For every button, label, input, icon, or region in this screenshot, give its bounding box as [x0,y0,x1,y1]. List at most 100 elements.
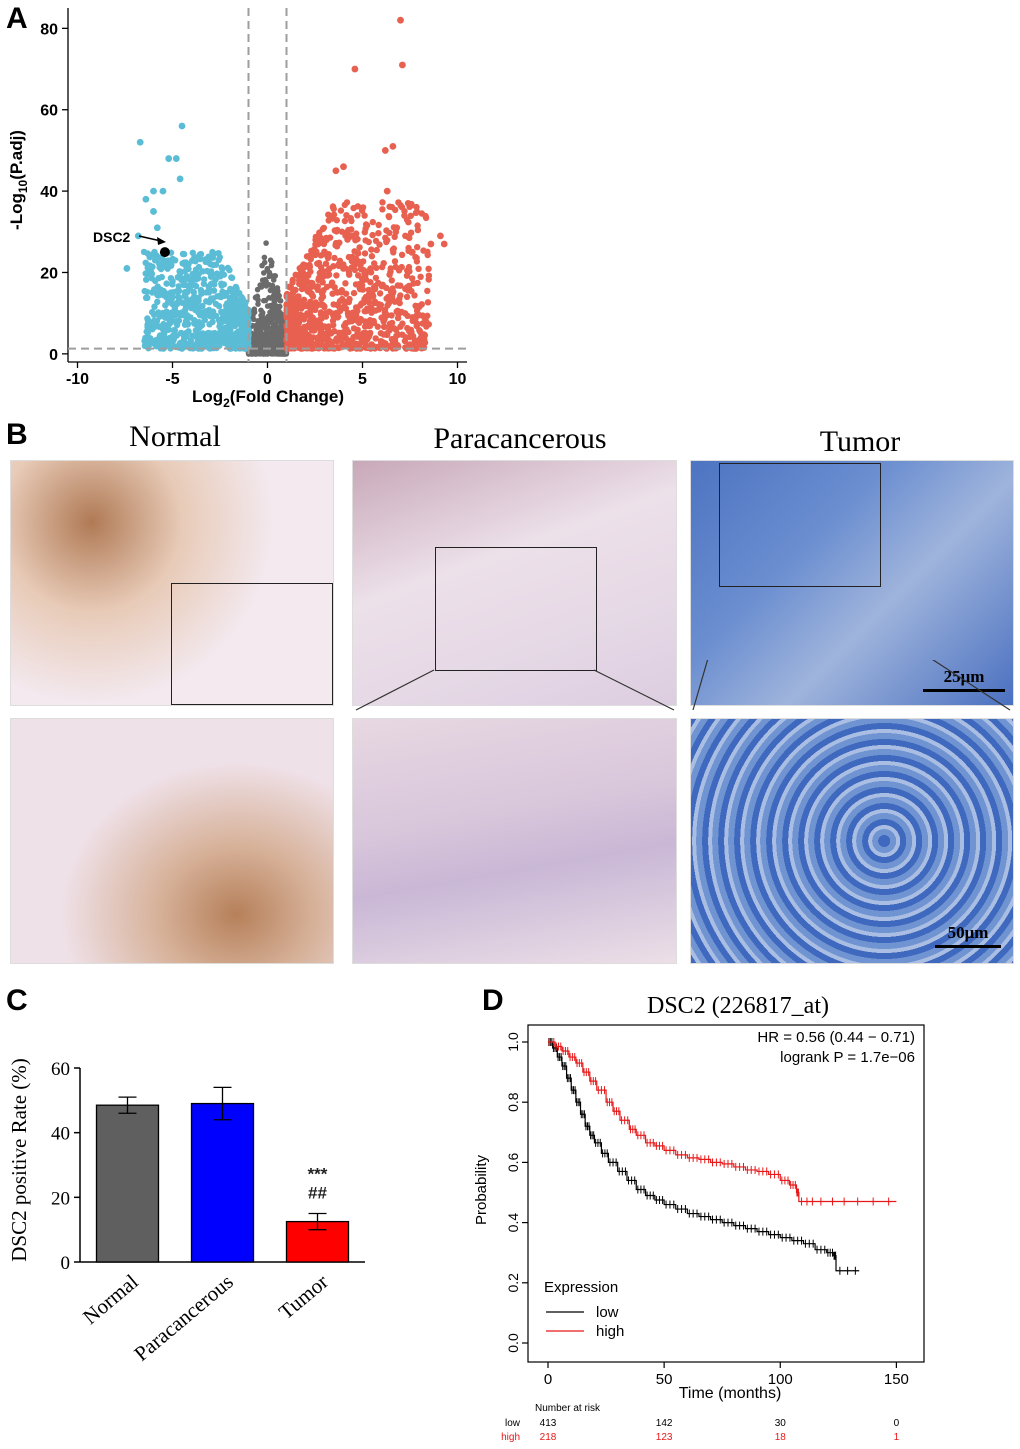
volcano-point-up [342,290,350,297]
significance-stars: *** [308,1165,328,1184]
volcano-point-up [296,280,303,287]
volcano-point-up [388,312,395,319]
km-curve-high [548,1041,897,1203]
volcano-point-up [374,323,381,330]
volcano-x-tick-label: 0 [263,371,272,388]
volcano-point-down [162,302,169,309]
volcano-point-up [405,263,413,271]
volcano-point-up [329,215,336,222]
volcano-point-up [338,331,345,339]
volcano-point-up [383,295,390,302]
volcano-point-up [398,308,405,316]
connector-para-right [593,669,675,711]
volcano-y-label-sub: 10 [16,179,30,193]
volcano-point-up [305,272,312,279]
volcano-point-down [177,329,185,337]
volcano-point-up [372,237,380,245]
volcano-point-down [169,281,176,288]
volcano-point-ns [255,337,262,343]
volcano-point-ns [270,295,277,302]
volcano-point-down [205,306,213,314]
volcano-point-ns [273,336,279,343]
volcano-point-up [328,279,336,286]
volcano-point-down [209,330,217,337]
km-y-label: Probability [473,1154,490,1225]
risk-value-low: 0 [894,1418,900,1429]
volcano-point-ns [254,286,261,293]
volcano-point-up [368,253,376,260]
volcano-point-up [413,321,421,328]
volcano-point-ns [263,240,269,246]
zoom-box-paracancerous [435,547,597,671]
volcano-point-down [178,309,185,316]
volcano-x-ticks: -10 -5 0 5 10 [66,362,467,388]
km-x-ticks: 0 50 100 150 [544,1362,909,1388]
volcano-point-ns [273,287,280,293]
ihc-normal-zoom [10,718,334,964]
km-y-tick-label: 0.8 [505,1092,521,1112]
volcano-point-down [226,305,234,312]
volcano-point-up [357,302,364,309]
volcano-point-up [399,61,406,69]
volcano-point-up [331,254,338,262]
volcano-y-tick-label: 80 [40,21,58,38]
ihc-paracancerous-overview [352,460,677,706]
volcano-point-up [425,265,432,272]
connector-para-left [355,669,435,711]
volcano-point-up [315,333,322,341]
volcano-point-up [424,299,432,306]
volcano-point-up [401,337,409,345]
volcano-point-down [175,317,183,324]
volcano-point-down [232,283,240,291]
volcano-point-ns [262,342,269,348]
volcano-point-up [300,264,307,271]
volcano-point-up [344,310,352,318]
volcano-point-ns [266,282,272,288]
km-x-tick-label: 150 [884,1371,909,1388]
volcano-point-up [337,207,345,214]
volcano-point-up [393,224,401,232]
volcano-point-ns [254,351,261,357]
km-y-tick-label: 1.0 [505,1032,521,1052]
ihc-tumor-overview: 25μm [690,460,1014,706]
volcano-point-up [419,320,426,327]
volcano-point-up [367,304,375,311]
volcano-point-down [134,232,142,240]
volcano-point-up [356,244,363,251]
volcano-point-up [361,318,369,325]
volcano-point-up [307,304,314,311]
volcano-point-up [343,199,351,206]
volcano-point-down [160,320,167,328]
volcano-point-up [406,203,413,210]
volcano-point-down [173,300,181,308]
volcano-point-up [351,266,359,274]
volcano-point-down [189,249,196,256]
scalebar-bottom-text: 50μm [947,923,989,942]
volcano-point-up [295,325,302,332]
volcano-point-down [181,321,189,328]
volcano-point-up [393,308,400,315]
volcano-point-down [172,155,180,162]
volcano-point-down [180,281,188,289]
volcano-point-down [160,339,167,346]
km-legend-low-label: low [596,1304,619,1321]
volcano-point-down [197,286,205,294]
dsc2-annotation-arrow [138,235,162,242]
scalebar-bottom: 50μm [935,923,1001,948]
volcano-point-up [304,287,311,295]
volcano-point-down [144,316,152,324]
km-logrank-text: logrank P = 1.7e−06 [780,1049,915,1066]
volcano-point-down [197,255,204,263]
km-title: DSC2 (226817_at) [647,993,829,1019]
volcano-point-up [352,332,360,340]
volcano-point-down [197,331,204,338]
volcano-point-up [294,311,301,319]
volcano-point-up [345,227,352,234]
volcano-point-up [315,259,323,267]
volcano-y-label: -Log10(P.adj) [7,130,30,230]
volcano-point-ns [264,335,270,342]
volcano-point-up [350,289,358,297]
volcano-point-down [151,286,158,293]
risk-value-high: 1 [894,1432,900,1443]
